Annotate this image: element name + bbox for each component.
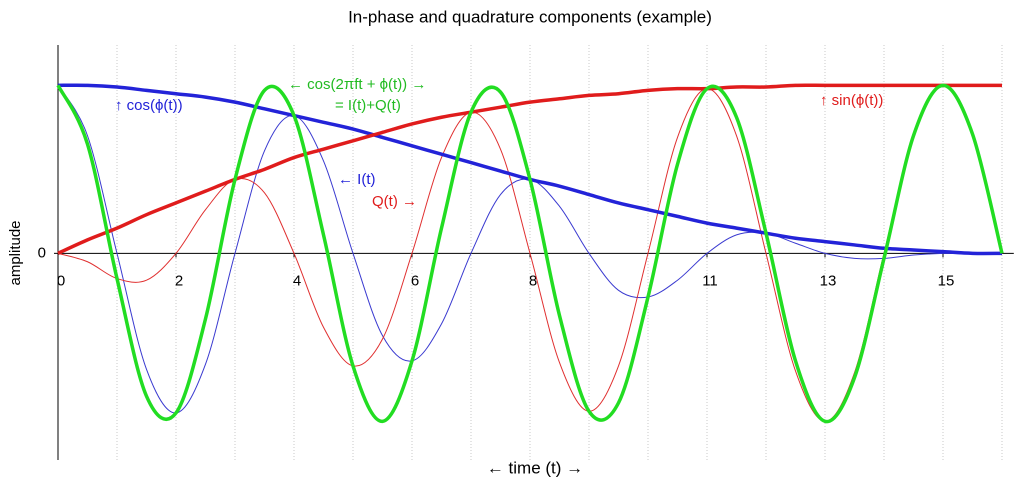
x-tick-label: 2 bbox=[175, 272, 183, 289]
annotation: = I(t)+Q(t) bbox=[335, 97, 401, 114]
annotation: ← I(t) bbox=[338, 171, 376, 188]
series-line bbox=[56, 83, 1004, 424]
x-tick-label: 11 bbox=[702, 272, 718, 289]
x-axis-label: ← time (t) → bbox=[487, 458, 583, 477]
y-tick-label: 0 bbox=[38, 244, 46, 261]
series-line bbox=[57, 85, 1002, 414]
annotation: ↑ cos(ϕ(t)) bbox=[115, 97, 183, 114]
y-axis-label: amplitude bbox=[7, 220, 24, 285]
annotation: ← cos(2πft + ϕ(t)) → bbox=[288, 76, 426, 93]
annotation: ↑ sin(ϕ(t)) bbox=[820, 92, 883, 109]
x-tick-label: 8 bbox=[529, 272, 537, 289]
annotations: ↑ cos(ϕ(t)) ← cos(2πft + ϕ(t)) → = I(t)+… bbox=[115, 76, 883, 210]
x-tick-label: 0 bbox=[57, 272, 65, 289]
x-tick-label: 6 bbox=[411, 272, 419, 289]
plot-lines bbox=[56, 83, 1004, 424]
x-tick-label: 13 bbox=[820, 272, 837, 289]
chart-title: In-phase and quadrature components (exam… bbox=[348, 7, 712, 26]
annotation: Q(t) → bbox=[372, 193, 417, 210]
series-line bbox=[57, 83, 1002, 255]
x-tick-label: 15 bbox=[938, 272, 955, 289]
x-tick-label: 4 bbox=[293, 272, 301, 289]
